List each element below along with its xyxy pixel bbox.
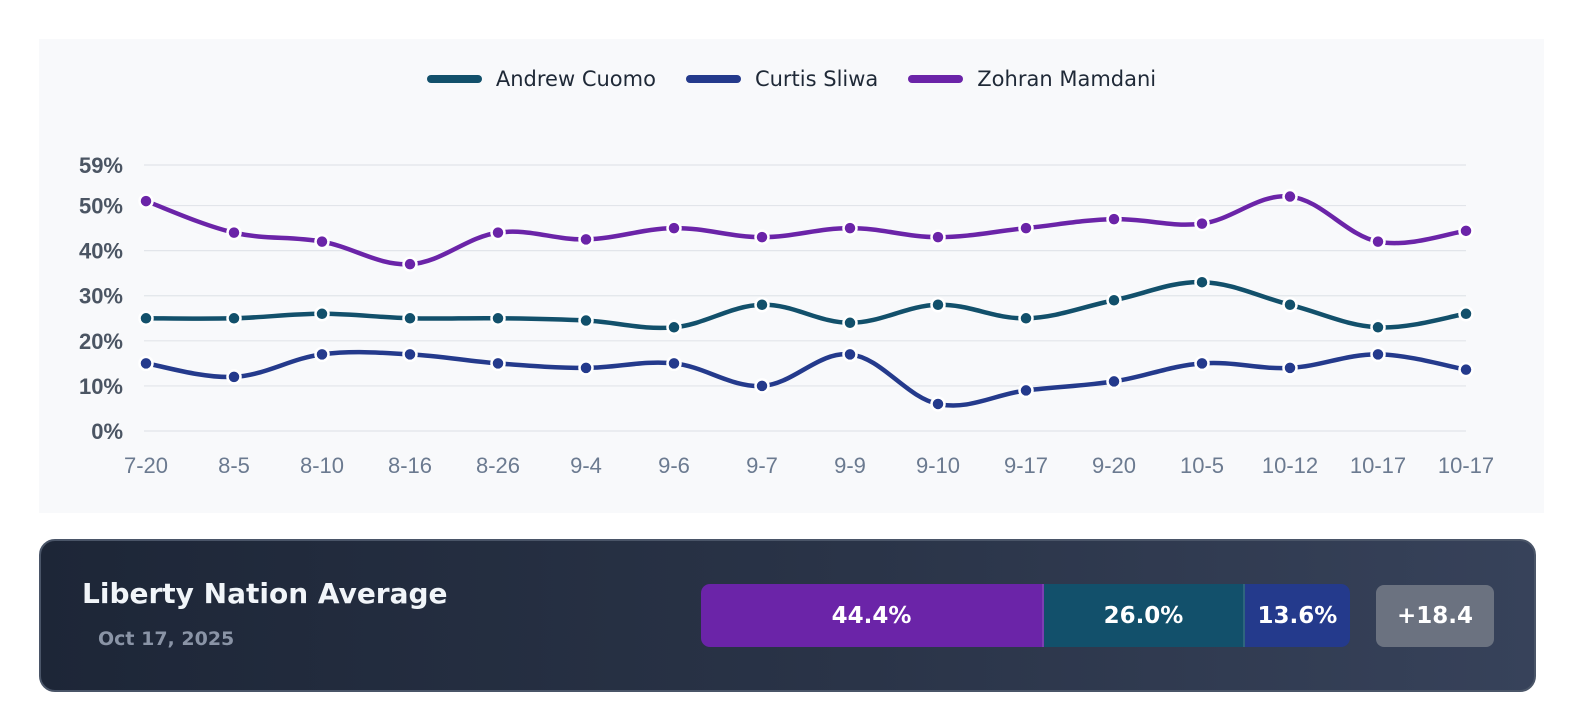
data-point xyxy=(226,224,242,241)
legend-item[interactable]: Curtis Sliwa xyxy=(685,67,879,91)
x-tick-label: 9-9 xyxy=(834,453,866,478)
data-point xyxy=(1018,382,1034,399)
y-tick-label: 59% xyxy=(79,153,123,178)
legend-swatch xyxy=(685,75,741,83)
data-point xyxy=(930,229,946,245)
data-point xyxy=(666,319,682,336)
data-point xyxy=(1194,215,1210,232)
x-tick-label: 8-5 xyxy=(218,453,250,478)
data-point xyxy=(666,220,682,236)
data-point xyxy=(490,310,506,327)
chart-legend: Andrew Cuomo Curtis Sliwa Zohran Mamdani xyxy=(39,67,1544,91)
data-point xyxy=(138,310,154,327)
data-point xyxy=(138,355,154,372)
legend-label: Andrew Cuomo xyxy=(495,67,656,91)
data-point xyxy=(1458,306,1474,322)
y-tick-label: 30% xyxy=(79,284,123,309)
data-point xyxy=(138,193,154,209)
data-point xyxy=(1194,274,1210,290)
x-tick-label: 10-17 xyxy=(1350,453,1406,478)
x-tick-label: 10-5 xyxy=(1180,453,1224,478)
data-point xyxy=(226,310,242,327)
share-segment: 44.4% xyxy=(701,584,1045,647)
data-point xyxy=(402,346,418,363)
data-point xyxy=(226,369,242,385)
data-point xyxy=(578,231,594,248)
legend-label: Curtis Sliwa xyxy=(754,67,879,91)
data-point xyxy=(842,220,858,236)
data-point xyxy=(666,355,682,372)
x-tick-label: 9-10 xyxy=(916,453,960,478)
data-point xyxy=(402,310,418,327)
data-point xyxy=(578,360,594,376)
x-tick-label: 9-20 xyxy=(1092,453,1136,478)
data-point xyxy=(578,312,594,329)
legend-label: Zohran Mamdani xyxy=(977,67,1157,91)
data-point xyxy=(1282,188,1298,205)
data-point xyxy=(1370,319,1386,336)
data-point xyxy=(1018,220,1034,236)
vote-share-bar: 44.4% 26.0% 13.6% xyxy=(701,584,1350,647)
legend-item[interactable]: Andrew Cuomo xyxy=(426,67,656,91)
summary-card: Liberty Nation Average Oct 17, 2025 44.4… xyxy=(39,539,1536,692)
x-tick-label: 9-4 xyxy=(570,453,602,478)
data-point xyxy=(490,224,506,241)
x-tick-label: 10-12 xyxy=(1262,453,1318,478)
data-point xyxy=(754,297,770,313)
series-line xyxy=(143,279,1469,331)
data-point xyxy=(1018,310,1034,327)
share-segment: 26.0% xyxy=(1044,584,1245,647)
legend-swatch xyxy=(908,75,964,83)
data-point xyxy=(1282,297,1298,313)
x-tick-label: 9-6 xyxy=(658,453,690,478)
data-point xyxy=(842,346,858,363)
data-point xyxy=(1106,292,1122,309)
data-point xyxy=(1370,346,1386,363)
data-point xyxy=(754,378,770,394)
data-point xyxy=(1282,360,1298,376)
y-tick-label: 10% xyxy=(79,374,123,399)
chart-panel: Andrew Cuomo Curtis Sliwa Zohran Mamdani 0… xyxy=(39,39,1544,513)
x-tick-label: 8-16 xyxy=(388,453,432,478)
y-tick-label: 20% xyxy=(79,329,123,354)
data-point xyxy=(314,306,330,322)
series-line xyxy=(143,194,1469,267)
data-point xyxy=(754,229,770,245)
data-point xyxy=(930,396,946,412)
data-point xyxy=(1106,211,1122,227)
data-point xyxy=(1106,373,1122,390)
data-point xyxy=(1458,223,1474,239)
data-point xyxy=(402,256,418,272)
summary-date: Oct 17, 2025 xyxy=(98,628,235,650)
margin-badge: +18.4 xyxy=(1376,585,1494,647)
data-point xyxy=(314,233,330,250)
y-tick-label: 40% xyxy=(79,239,123,264)
x-tick-label: 8-10 xyxy=(300,453,344,478)
series-line xyxy=(143,349,1469,408)
x-tick-label: 9-17 xyxy=(1004,453,1048,478)
x-tick-label: 8-26 xyxy=(476,453,520,478)
data-point xyxy=(314,346,330,363)
y-tick-label: 0% xyxy=(91,419,123,444)
x-tick-label: 7-20 xyxy=(124,453,168,478)
summary-title: Liberty Nation Average xyxy=(82,577,448,610)
x-tick-label: 10-17 xyxy=(1438,453,1494,478)
x-tick-label: 9-7 xyxy=(746,453,778,478)
line-chart: 0% 10% 20% 30% 40% 50% 59% 7-20 8-5 8-10 8-16 8-26 9… xyxy=(79,153,1494,478)
data-point xyxy=(1370,233,1386,250)
data-point xyxy=(842,315,858,331)
data-point xyxy=(1458,361,1474,378)
data-point xyxy=(1194,355,1210,372)
legend-item[interactable]: Zohran Mamdani xyxy=(908,67,1156,91)
data-point xyxy=(490,355,506,372)
y-tick-label: 50% xyxy=(79,194,123,219)
data-point xyxy=(930,297,946,313)
share-segment: 13.6% xyxy=(1244,584,1350,647)
legend-swatch xyxy=(426,75,482,83)
